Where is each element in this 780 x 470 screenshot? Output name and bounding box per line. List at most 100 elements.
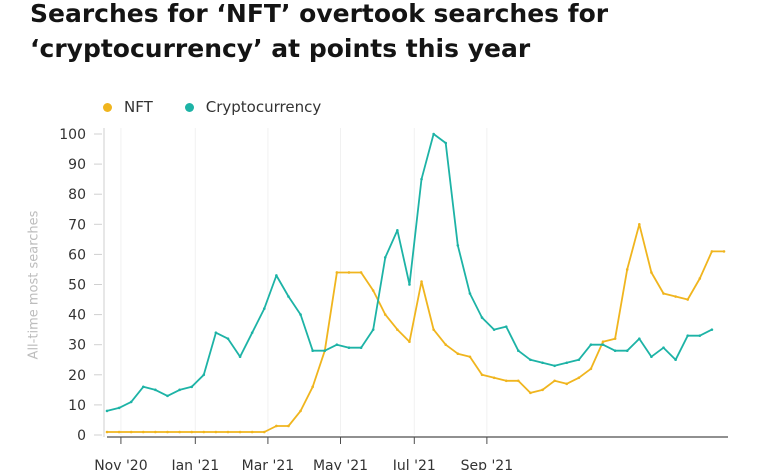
data-point-cryptocurrency <box>577 358 581 362</box>
series-line-cryptocurrency <box>106 133 713 412</box>
data-point-cryptocurrency <box>359 346 363 350</box>
data-point-cryptocurrency <box>432 132 435 136</box>
y-tick-label: 60 <box>68 247 86 263</box>
data-point-cryptocurrency <box>383 256 387 259</box>
series-line-nft <box>106 223 725 433</box>
data-point-cryptocurrency <box>710 328 714 331</box>
data-point-nft <box>432 328 435 331</box>
y-tick-label: 100 <box>59 127 86 143</box>
data-point-cryptocurrency <box>311 349 314 353</box>
data-point-cryptocurrency <box>396 229 399 232</box>
data-point-nft <box>468 355 472 359</box>
y-tick-label: 80 <box>68 187 86 203</box>
data-point-nft <box>662 292 665 295</box>
data-point-cryptocurrency <box>299 313 302 316</box>
data-point-nft <box>311 385 314 389</box>
data-point-nft <box>141 430 145 434</box>
data-point-nft <box>359 271 363 274</box>
data-point-cryptocurrency <box>541 361 544 365</box>
data-point-cryptocurrency <box>347 346 351 350</box>
data-point-nft <box>686 298 690 301</box>
legend-label-cryptocurrency: Cryptocurrency <box>205 98 322 116</box>
data-point-cryptocurrency <box>613 349 617 353</box>
x-tick-label: Sep '21 <box>461 458 514 470</box>
data-point-cryptocurrency <box>190 385 193 389</box>
data-point-nft <box>396 328 399 331</box>
data-point-cryptocurrency <box>698 334 702 337</box>
data-point-nft <box>577 376 581 380</box>
data-point-cryptocurrency <box>517 349 520 353</box>
legend-item-nft: NFT <box>103 98 153 116</box>
data-point-cryptocurrency <box>323 349 327 353</box>
data-point-nft <box>504 379 508 383</box>
data-point-nft <box>287 424 290 428</box>
data-point-cryptocurrency <box>129 400 133 404</box>
data-point-nft <box>722 250 726 253</box>
data-point-nft <box>371 289 375 292</box>
data-point-nft <box>105 430 109 434</box>
data-point-cryptocurrency <box>456 244 460 247</box>
data-point-nft <box>674 295 677 298</box>
y-tick-label: 20 <box>68 368 86 384</box>
data-point-nft <box>710 250 714 253</box>
data-point-nft <box>154 430 157 434</box>
data-point-nft <box>553 379 556 383</box>
data-point-nft <box>456 352 460 356</box>
data-point-cryptocurrency <box>686 334 690 337</box>
data-point-cryptocurrency <box>553 364 556 368</box>
data-point-cryptocurrency <box>371 328 375 331</box>
data-point-nft <box>408 340 411 343</box>
data-point-nft <box>601 340 605 343</box>
data-point-cryptocurrency <box>625 349 629 353</box>
data-point-nft <box>650 271 653 274</box>
data-point-nft <box>166 430 169 434</box>
data-point-cryptocurrency <box>444 141 448 145</box>
data-point-cryptocurrency <box>154 388 157 392</box>
data-point-cryptocurrency <box>238 355 242 359</box>
x-tick-label: Nov '20 <box>94 458 147 470</box>
x-tick-label: Mar '21 <box>242 458 295 470</box>
data-point-nft <box>541 388 544 392</box>
data-point-cryptocurrency <box>480 316 484 319</box>
data-point-cryptocurrency <box>117 406 121 410</box>
data-point-cryptocurrency <box>226 337 230 340</box>
data-point-nft <box>565 382 569 386</box>
data-point-nft <box>613 337 617 340</box>
data-point-nft <box>444 343 448 347</box>
data-point-nft <box>214 430 218 434</box>
data-point-cryptocurrency <box>420 177 423 181</box>
data-point-nft <box>262 430 266 434</box>
data-point-nft <box>299 409 302 413</box>
data-point-cryptocurrency <box>589 343 593 347</box>
data-point-nft <box>698 277 702 280</box>
data-point-nft <box>529 391 532 395</box>
y-tick-label: 70 <box>68 217 86 233</box>
data-point-cryptocurrency <box>141 385 145 389</box>
data-point-cryptocurrency <box>178 388 181 392</box>
data-point-cryptocurrency <box>468 292 472 295</box>
data-point-nft <box>202 430 206 434</box>
y-tick-label: 10 <box>68 398 86 414</box>
data-point-nft <box>275 424 278 428</box>
data-point-cryptocurrency <box>492 328 496 331</box>
data-point-nft <box>347 271 351 274</box>
data-point-nft <box>480 373 484 377</box>
data-point-cryptocurrency <box>214 331 218 334</box>
data-point-nft <box>638 223 641 226</box>
data-point-cryptocurrency <box>262 307 266 310</box>
data-point-cryptocurrency <box>408 283 411 286</box>
x-tick-label: May '21 <box>313 458 368 470</box>
data-point-nft <box>625 268 629 271</box>
legend: NFT Cryptocurrency <box>103 98 321 116</box>
data-point-cryptocurrency <box>638 337 641 340</box>
data-point-cryptocurrency <box>674 358 677 362</box>
y-tick-label: 40 <box>68 308 86 324</box>
data-point-cryptocurrency <box>601 343 605 347</box>
data-point-cryptocurrency <box>250 331 254 334</box>
data-point-cryptocurrency <box>662 346 665 350</box>
legend-swatch-nft <box>103 102 112 112</box>
data-point-nft <box>250 430 254 434</box>
data-point-nft <box>420 280 423 283</box>
x-tick-label: Jan '21 <box>170 458 219 470</box>
